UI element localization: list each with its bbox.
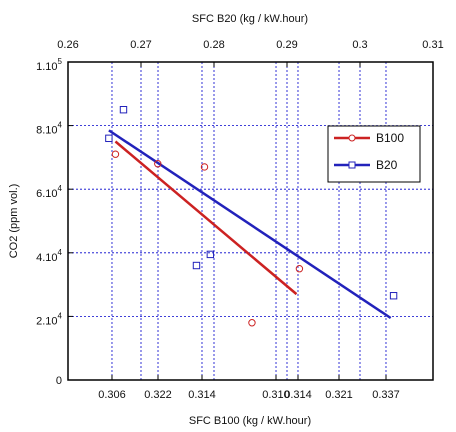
data-point-b100 (154, 160, 162, 168)
data-point-b20 (105, 134, 113, 143)
data-point-b100 (248, 319, 256, 327)
data-point-b20 (119, 106, 128, 114)
bottom-x-tick-label: 0.322 (144, 389, 172, 401)
fit-line-b100 (114, 140, 298, 296)
axis-ticks: 0 2.104 4.104 6.104 8.104 1.105 0.26 0.27 0.28 0.… (36, 39, 444, 401)
legend: B100 B20 (327, 125, 421, 183)
legend-box (327, 125, 421, 183)
y-tick-label: 6.104 (36, 184, 62, 200)
top-x-tick-label: 0.28 (203, 39, 224, 51)
top-x-tick-label: 0.26 (57, 39, 78, 51)
legend-label-b20: B20 (376, 158, 398, 172)
top-x-tick-label: 0.31 (422, 39, 443, 51)
data-point-b20 (206, 250, 215, 259)
top-x-tick-label: 0.3 (352, 39, 367, 51)
data-point-b20 (389, 292, 398, 300)
bottom-x-tick-label: 0.310 (262, 389, 290, 401)
data-point-b100 (200, 163, 209, 171)
top-axis-title: SFC B20 (kg / kW.hour) (192, 13, 308, 25)
top-x-tick-label: 0.29 (276, 39, 297, 51)
bottom-x-tick-label: 0.314 (284, 389, 312, 401)
y-tick-label: 0 (56, 375, 62, 387)
data-point-b20 (192, 261, 201, 270)
top-x-tick-label: 0.27 (130, 39, 151, 51)
bottom-x-tick-label: 0.314 (188, 389, 216, 401)
data-points (105, 106, 398, 327)
y-tick-label: 4.104 (36, 248, 62, 264)
y-tick-label: 2.104 (36, 311, 62, 327)
plot-background (68, 62, 433, 380)
y-tick-label: 8.104 (36, 121, 62, 137)
legend-marker-b20 (348, 161, 356, 169)
bottom-x-tick-label: 0.337 (372, 389, 400, 401)
data-point-b100 (295, 265, 304, 273)
y-tick-label: 1.105 (36, 57, 62, 73)
plot-frame (67, 61, 434, 381)
bottom-x-tick-label: 0.306 (98, 389, 126, 401)
legend-label-b100: B100 (376, 131, 404, 145)
grid (68, 62, 433, 380)
bottom-axis-title: SFC B100 (kg / kW.hour) (189, 415, 311, 427)
bottom-x-tick-label: 0.321 (325, 389, 353, 401)
y-axis-title: CO2 (ppm vol.) (8, 184, 20, 259)
legend-marker-b100 (348, 134, 356, 142)
data-point-b100 (111, 150, 120, 158)
